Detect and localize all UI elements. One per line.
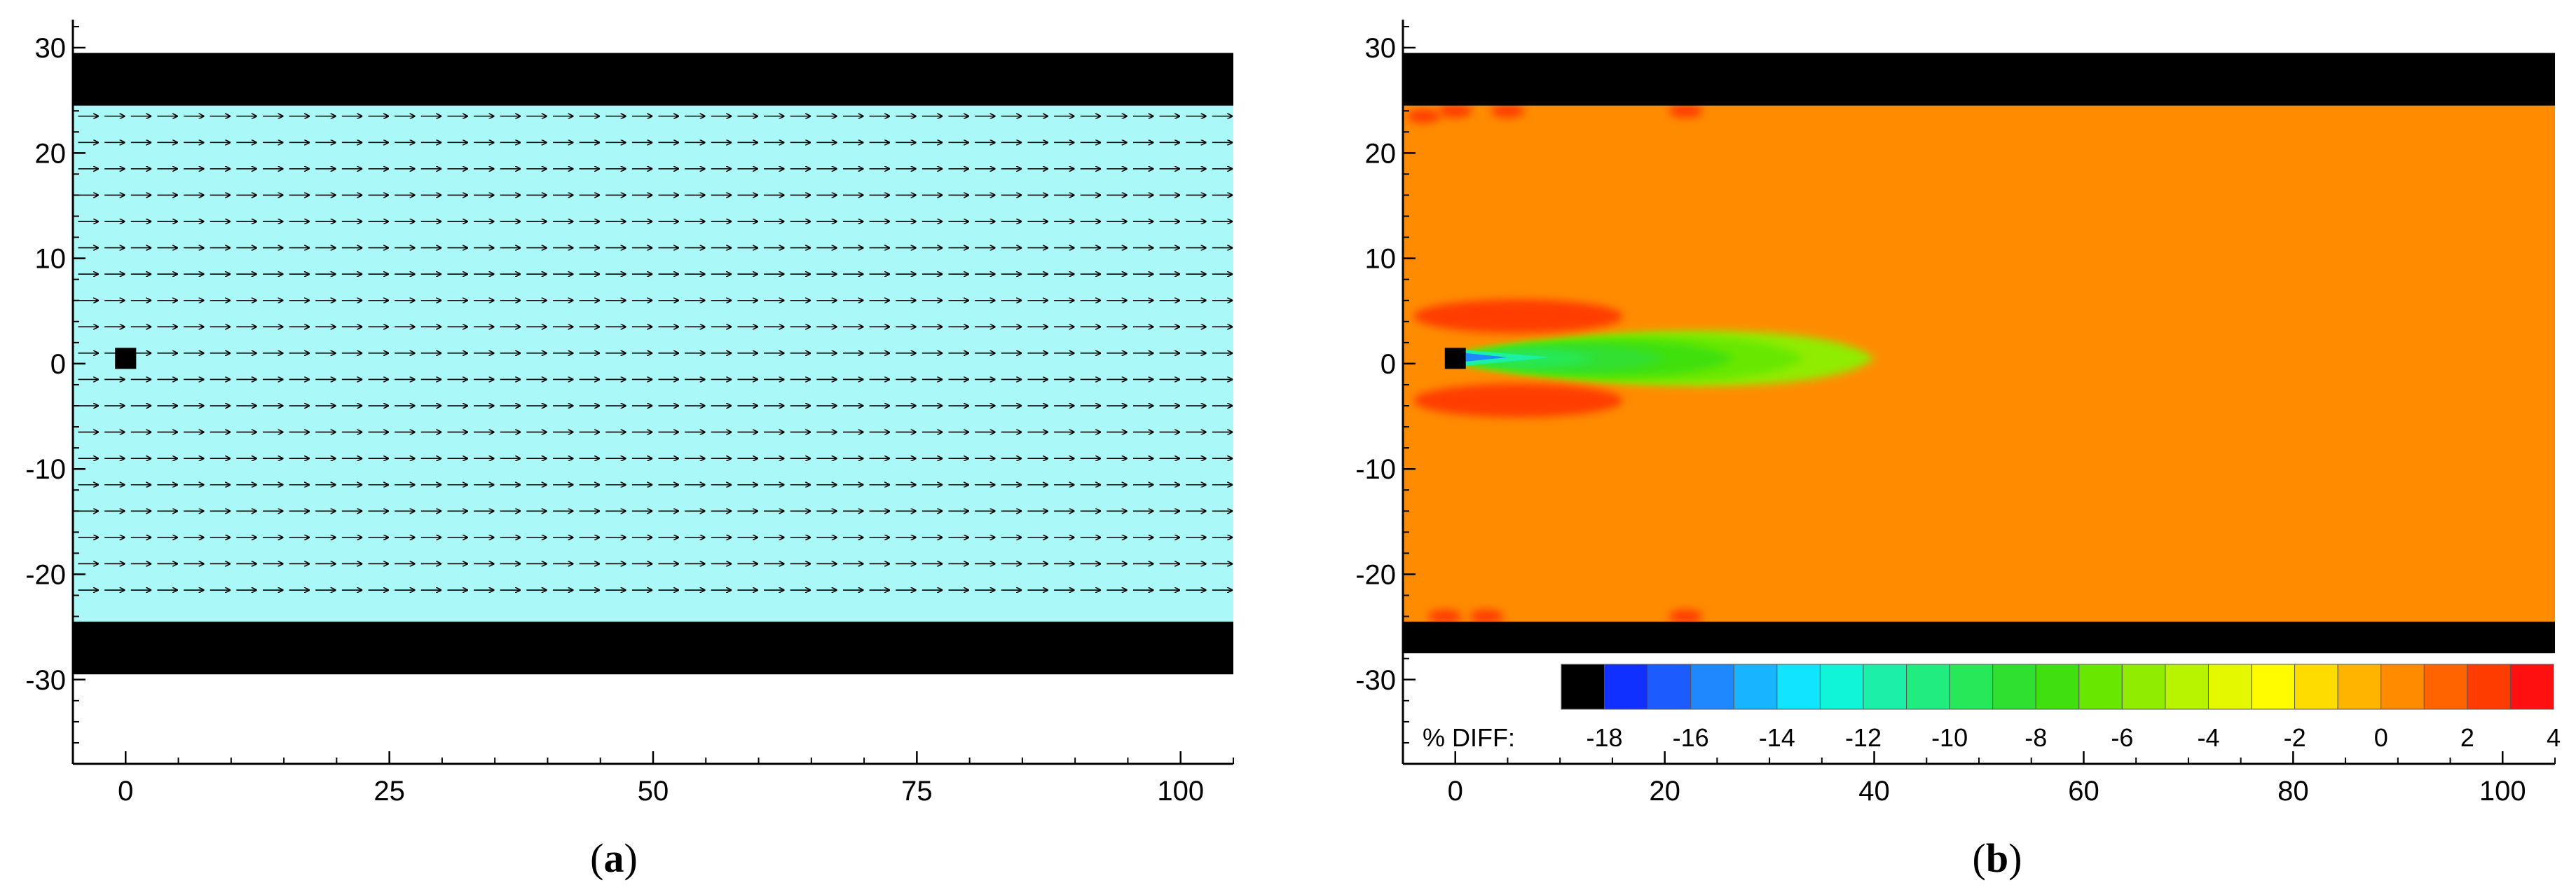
colorbar: % DIFF: -18-16-14-12-10-8-6-4-20246	[1423, 664, 2561, 752]
high-lobe	[1413, 383, 1623, 418]
colorbar-tick-label: -4	[2197, 723, 2219, 752]
panel-b-y-tick-label: 30	[1365, 33, 1397, 64]
panel-a-x-tick-label: 75	[901, 776, 933, 807]
wall-patch	[1669, 609, 1703, 624]
panel-b: % DIFF: -18-16-14-12-10-8-6-4-20246 3020…	[1355, 20, 2561, 881]
colorbar-tick-label: -10	[1931, 723, 1968, 752]
panel-a-walls	[73, 53, 1233, 675]
colorbar-tick-label: 0	[2374, 723, 2388, 752]
colorbar-swatch	[1733, 664, 1778, 710]
colorbar-tick-label: 2	[2460, 723, 2474, 752]
panel-b-wall	[1403, 53, 2555, 106]
panel-b-contour-features	[1406, 104, 1875, 624]
colorbar-swatch	[1690, 664, 1734, 710]
panel-a-wall	[73, 622, 1233, 675]
colorbar-tick-label: -16	[1673, 723, 1709, 752]
panel-b-x-tick-label: 0	[1448, 776, 1463, 807]
wall-patch	[1406, 109, 1441, 123]
panel-a-y-tick-label: 10	[35, 244, 67, 275]
colorbar-swatch	[2509, 664, 2554, 710]
colorbar-tick-label: -14	[1759, 723, 1795, 752]
colorbar-swatch	[1906, 664, 1950, 710]
panel-b-plot-area	[1403, 53, 2555, 654]
panel-a-caption: (a)	[590, 835, 638, 881]
panel-a-y-tick-label: 0	[50, 349, 66, 380]
colorbar-swatch	[2078, 664, 2123, 710]
colorbar-swatch	[2035, 664, 2080, 710]
panel-b-y-tick-label: 20	[1365, 138, 1397, 169]
panel-a-y-tick-label: -10	[25, 454, 66, 485]
colorbar-swatch	[2294, 664, 2338, 710]
wall-patch	[1669, 104, 1703, 118]
wake-core-inner	[1465, 352, 1508, 362]
colorbar-tick-label: -6	[2111, 723, 2133, 752]
panel-a-velocity-vectors	[78, 116, 1233, 590]
wall-patch	[1491, 104, 1525, 118]
colorbar-swatch	[2251, 664, 2296, 710]
panel-a-y-tick-label: 20	[35, 138, 67, 169]
colorbar-swatch	[2467, 664, 2511, 710]
colorbar-swatch	[1992, 664, 2036, 710]
panel-b-obstacle	[1444, 348, 1466, 369]
panel-a-wall	[73, 53, 1233, 106]
panel-a-x-tick-label: 50	[638, 776, 669, 807]
colorbar-labels: -18-16-14-12-10-8-6-4-20246	[1587, 723, 2561, 752]
colorbar-swatch	[1776, 664, 1821, 710]
colorbar-tick-label: -12	[1845, 723, 1882, 752]
panel-a-y-tick-label: -20	[25, 559, 66, 590]
colorbar-swatch	[1949, 664, 1994, 710]
colorbar-tick-label: -18	[1587, 723, 1623, 752]
colorbar-swatches	[1561, 664, 2554, 710]
colorbar-swatch	[2337, 664, 2382, 710]
panel-b-x-tick-label: 60	[2068, 776, 2099, 807]
panel-a-y-tick-label: 30	[35, 33, 67, 64]
colorbar-swatch	[2165, 664, 2209, 710]
wake-core	[1465, 350, 1550, 366]
panel-b-y-tick-label: -10	[1355, 454, 1396, 485]
panel-b-caption: (b)	[1973, 835, 2022, 881]
wall-patch	[1438, 104, 1472, 118]
panel-a-obstacle	[115, 348, 137, 369]
colorbar-tick-label: 4	[2547, 723, 2561, 752]
panel-b-y-tick-label: 0	[1381, 349, 1396, 380]
colorbar-title: % DIFF:	[1423, 723, 1515, 752]
wall-patch	[1427, 609, 1462, 624]
panel-b-x-tick-label: 40	[1858, 776, 1890, 807]
panel-b-y-tick-label: -30	[1355, 665, 1396, 696]
colorbar-swatch	[1561, 664, 1605, 710]
colorbar-swatch	[2380, 664, 2425, 710]
wall-patch	[1469, 609, 1504, 624]
colorbar-swatch	[2423, 664, 2468, 710]
colorbar-swatch	[1647, 664, 1692, 710]
panel-b-wall	[1403, 622, 2555, 654]
panel-a-x-tick-label: 25	[374, 776, 405, 807]
panel-a-y-tick-label: -30	[25, 665, 66, 696]
colorbar-swatch	[1604, 664, 1648, 710]
panel-a-plot-area	[73, 53, 1233, 675]
colorbar-swatch	[1819, 664, 1864, 710]
panel-b-x-tick-label: 100	[2479, 776, 2526, 807]
panel-b-y-tick-label: 10	[1365, 244, 1397, 275]
colorbar-swatch	[2207, 664, 2252, 710]
panel-a-flow-domain	[73, 105, 1233, 622]
colorbar-tick-label: -2	[2284, 723, 2306, 752]
colorbar-tick-label: -8	[2025, 723, 2047, 752]
panel-b-x-tick-label: 20	[1649, 776, 1680, 807]
panel-a-x-tick-label: 100	[1157, 776, 1204, 807]
high-lobe	[1413, 299, 1623, 334]
panel-b-y-tick-label: -20	[1355, 559, 1396, 590]
colorbar-swatch	[2121, 664, 2166, 710]
colorbar-swatch	[1863, 664, 1907, 710]
panel-b-x-tick-label: 80	[2277, 776, 2309, 807]
panel-b-walls	[1403, 53, 2555, 654]
panel-a-x-tick-label: 0	[118, 776, 133, 807]
